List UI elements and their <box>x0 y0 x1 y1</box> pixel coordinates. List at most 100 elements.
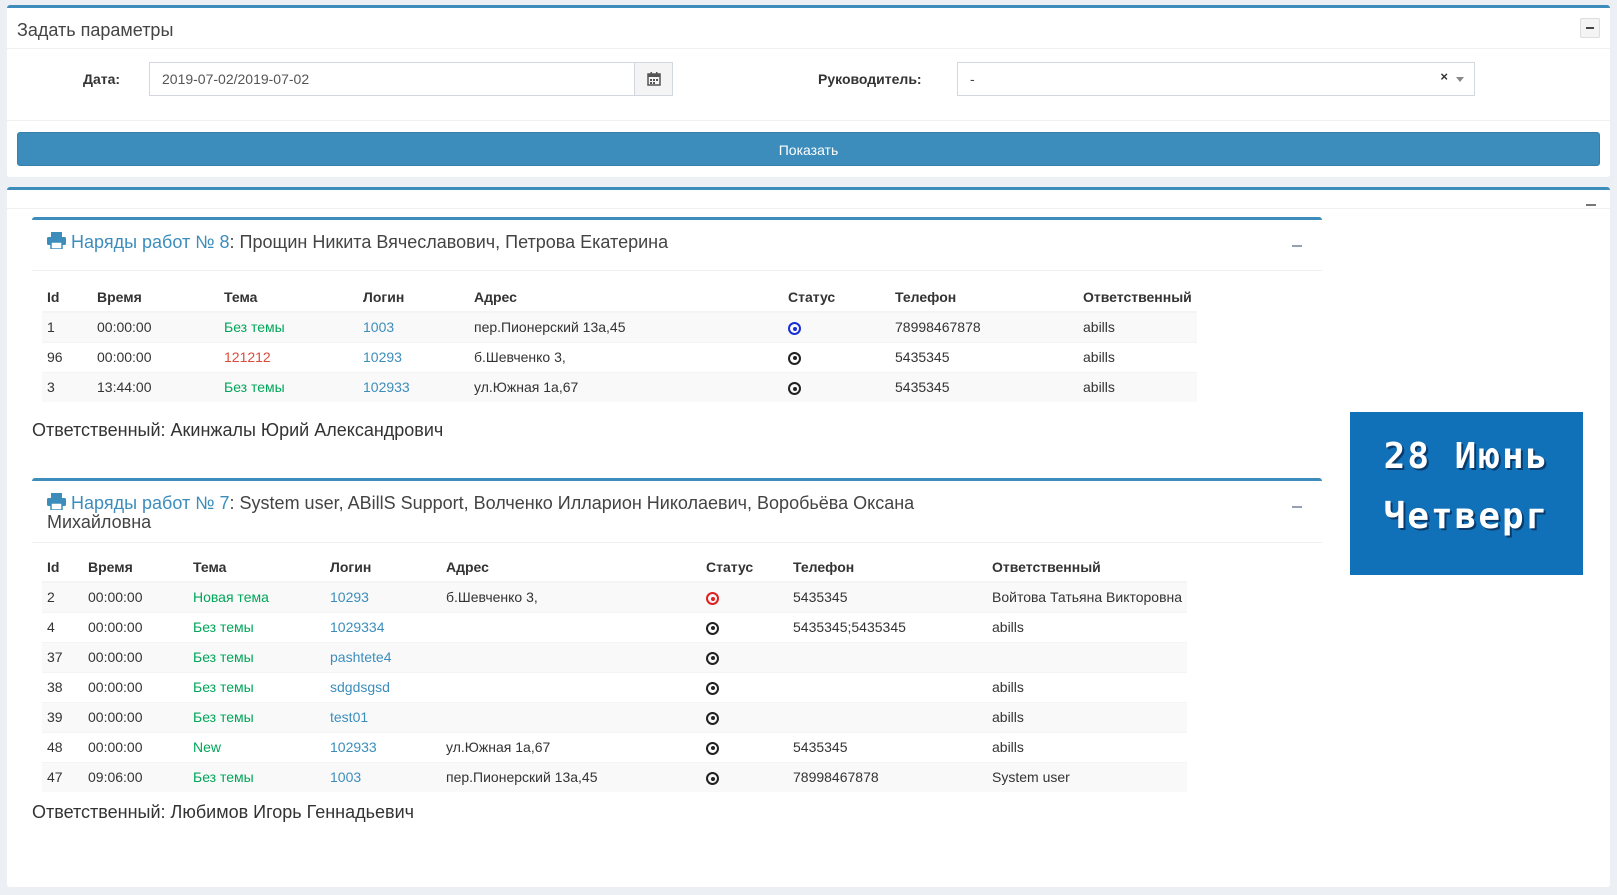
status-cell <box>701 761 788 792</box>
status-icon <box>706 711 719 725</box>
login-link[interactable]: sdgdsgsd <box>330 679 390 695</box>
responsible-column-cell: Войтова Татьяна Викторовна <box>987 581 1188 612</box>
col-address[interactable]: Адрес <box>441 553 701 583</box>
topic-column-cell: Без темы <box>188 701 325 732</box>
id-column-cell: 37 <box>42 641 83 672</box>
id-cell: 3 <box>47 379 55 396</box>
manager-label: Руководитель: <box>818 71 922 87</box>
address-column-cell <box>441 671 701 702</box>
show-button[interactable]: Показать <box>17 132 1600 166</box>
topic-link[interactable]: Без темы <box>193 679 254 695</box>
id-cell: 48 <box>47 739 63 755</box>
topic-link[interactable]: Новая тема <box>193 589 269 606</box>
login-link[interactable]: 10293 <box>330 589 369 606</box>
login-link[interactable]: 1029334 <box>330 619 385 635</box>
time-cell: 00:00:00 <box>97 349 152 365</box>
date-day-month: 28 Июнь <box>1383 436 1550 477</box>
id-cell: 4 <box>47 619 55 635</box>
col-address[interactable]: Адрес <box>469 283 783 313</box>
topic-link[interactable]: Без темы <box>193 769 254 786</box>
topic-link[interactable]: 121212 <box>224 349 271 365</box>
status-cell <box>701 671 788 702</box>
collapse-icon[interactable] <box>1292 506 1302 508</box>
address-cell: пер.Пионерский 13а,45 <box>474 319 626 336</box>
responsible-person: Ответственный: Акинжалы Юрий Александров… <box>32 420 444 440</box>
login-link[interactable]: 102933 <box>363 379 410 396</box>
topic-column-cell: Без темы <box>219 311 358 342</box>
responsible-cell: Войтова Татьяна Викторовна <box>992 589 1183 606</box>
table-row: 47 09:06:00 Без темы 1003 пер.Пионерский 13а… <box>42 761 1188 792</box>
col-id[interactable]: Id <box>42 553 83 583</box>
results-collapse-button[interactable] <box>1586 204 1596 206</box>
col-phone[interactable]: Телефон <box>788 553 987 583</box>
address-column-cell: б.Шевченко 3, <box>469 341 783 372</box>
login-column-cell: 1029334 <box>325 611 441 642</box>
address-column-cell: ул.Южная 1а,67 <box>441 731 701 762</box>
time-column-cell: 00:00:00 <box>92 311 219 342</box>
phone-cell: 5435345;5435345 <box>793 619 906 635</box>
print-icon[interactable] <box>47 493 66 511</box>
order-link[interactable]: Наряды работ № 7 <box>71 493 230 513</box>
responsible-cell: System user <box>992 769 1070 786</box>
clear-icon[interactable]: × <box>1440 69 1448 84</box>
status-icon <box>706 621 719 635</box>
phone-cell: 5435345 <box>793 589 848 606</box>
responsible-column-cell: abills <box>987 701 1188 732</box>
print-icon[interactable] <box>47 232 66 250</box>
login-link[interactable]: 10293 <box>363 349 402 365</box>
col-time[interactable]: Время <box>83 553 188 583</box>
col-responsible[interactable]: Ответственный <box>1078 283 1197 313</box>
status-icon <box>706 681 719 695</box>
date-range-input[interactable] <box>149 62 635 96</box>
topic-link[interactable]: Без темы <box>193 619 254 635</box>
login-link[interactable]: 1003 <box>363 319 395 336</box>
col-status[interactable]: Статус <box>783 283 890 313</box>
order-link[interactable]: Наряды работ № 8 <box>71 232 230 252</box>
col-login[interactable]: Логин <box>325 553 441 583</box>
time-cell: 09:06:00 <box>88 769 143 786</box>
manager-select[interactable]: - × <box>957 62 1475 96</box>
chevron-down-icon[interactable] <box>1456 77 1464 82</box>
divider <box>32 270 1322 271</box>
order-card-8: Наряды работ № 8: Прощин Никита Вячеслав… <box>32 217 1322 415</box>
login-link[interactable]: 102933 <box>330 739 377 755</box>
col-phone[interactable]: Телефон <box>890 283 1078 313</box>
login-column-cell: pashtete4 <box>325 641 441 672</box>
col-responsible[interactable]: Ответственный <box>987 553 1188 583</box>
topic-column-cell: Без темы <box>188 611 325 642</box>
login-link[interactable]: test01 <box>330 709 369 725</box>
calendar-button[interactable] <box>634 62 673 96</box>
topic-link[interactable]: Без темы <box>224 319 285 336</box>
status-icon <box>706 651 719 665</box>
order-executors: : Прощин Никита Вячеславович, Петрова Ек… <box>229 232 669 252</box>
login-column-cell: 1003 <box>325 761 441 792</box>
col-login[interactable]: Логин <box>358 283 469 313</box>
collapse-button[interactable] <box>1580 18 1600 38</box>
status-icon <box>706 592 719 606</box>
status-cell <box>701 731 788 762</box>
time-column-cell: 00:00:00 <box>83 731 188 762</box>
status-icon <box>788 382 801 396</box>
time-cell: 00:00:00 <box>97 319 152 336</box>
phone-column-cell: 78998467878 <box>788 761 987 792</box>
col-id[interactable]: Id <box>42 283 92 313</box>
topic-link[interactable]: Без темы <box>193 649 254 665</box>
col-time[interactable]: Время <box>92 283 219 313</box>
collapse-icon[interactable] <box>1292 245 1302 247</box>
login-link[interactable]: 1003 <box>330 769 362 786</box>
col-status[interactable]: Статус <box>701 553 788 583</box>
col-topic[interactable]: Тема <box>188 553 325 583</box>
responsible-column-cell: abills <box>987 671 1188 702</box>
table-row: 39 00:00:00 Без темы test01 abills <box>42 701 1188 732</box>
status-icon <box>788 351 801 365</box>
responsible-column-cell: abills <box>1078 371 1197 402</box>
phone-column-cell: 5435345;5435345 <box>788 611 987 642</box>
time-cell: 00:00:00 <box>88 619 143 635</box>
col-topic[interactable]: Тема <box>219 283 358 313</box>
address-column-cell: б.Шевченко 3, <box>441 581 701 612</box>
topic-link[interactable]: Без темы <box>193 709 254 725</box>
topic-link[interactable]: New <box>193 739 222 755</box>
address-cell: пер.Пионерский 13а,45 <box>446 769 598 786</box>
login-link[interactable]: pashtete4 <box>330 649 392 665</box>
topic-link[interactable]: Без темы <box>224 379 285 396</box>
